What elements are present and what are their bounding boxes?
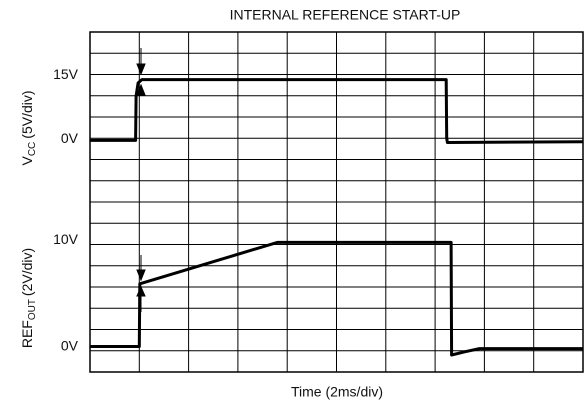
- y2-label-main: REF: [19, 320, 35, 348]
- y2-tick-label: 0V: [61, 337, 79, 353]
- arrow-head: [136, 63, 146, 76]
- annotation-arrows: [136, 48, 146, 312]
- y-label-sub: CC: [27, 142, 38, 156]
- traces: [90, 78, 584, 357]
- y2-tick-label: 10V: [53, 231, 79, 247]
- arrow-head: [136, 269, 146, 282]
- chart-title: INTERNAL REFERENCE START-UP: [230, 7, 461, 23]
- x-axis-label: Time (2ms/div): [291, 384, 383, 400]
- arrow-head: [136, 285, 146, 297]
- y-tick-label: 0V: [61, 130, 79, 146]
- arrow-head: [136, 83, 146, 96]
- trace: [90, 240, 583, 357]
- y-tick-label: 15V: [53, 66, 79, 82]
- plot-frame: [89, 31, 584, 373]
- trace: [90, 78, 584, 144]
- y-label-main: V: [19, 156, 35, 166]
- graticule: [89, 31, 584, 373]
- y2-label-rest: (2V/div): [19, 248, 35, 296]
- y2-axis-label: REFOUT (2V/div): [19, 248, 38, 348]
- y-axis-label: VCC (5V/div): [19, 90, 38, 165]
- y2-label-sub: OUT: [27, 299, 38, 320]
- y-label-rest: (5V/div): [19, 90, 35, 138]
